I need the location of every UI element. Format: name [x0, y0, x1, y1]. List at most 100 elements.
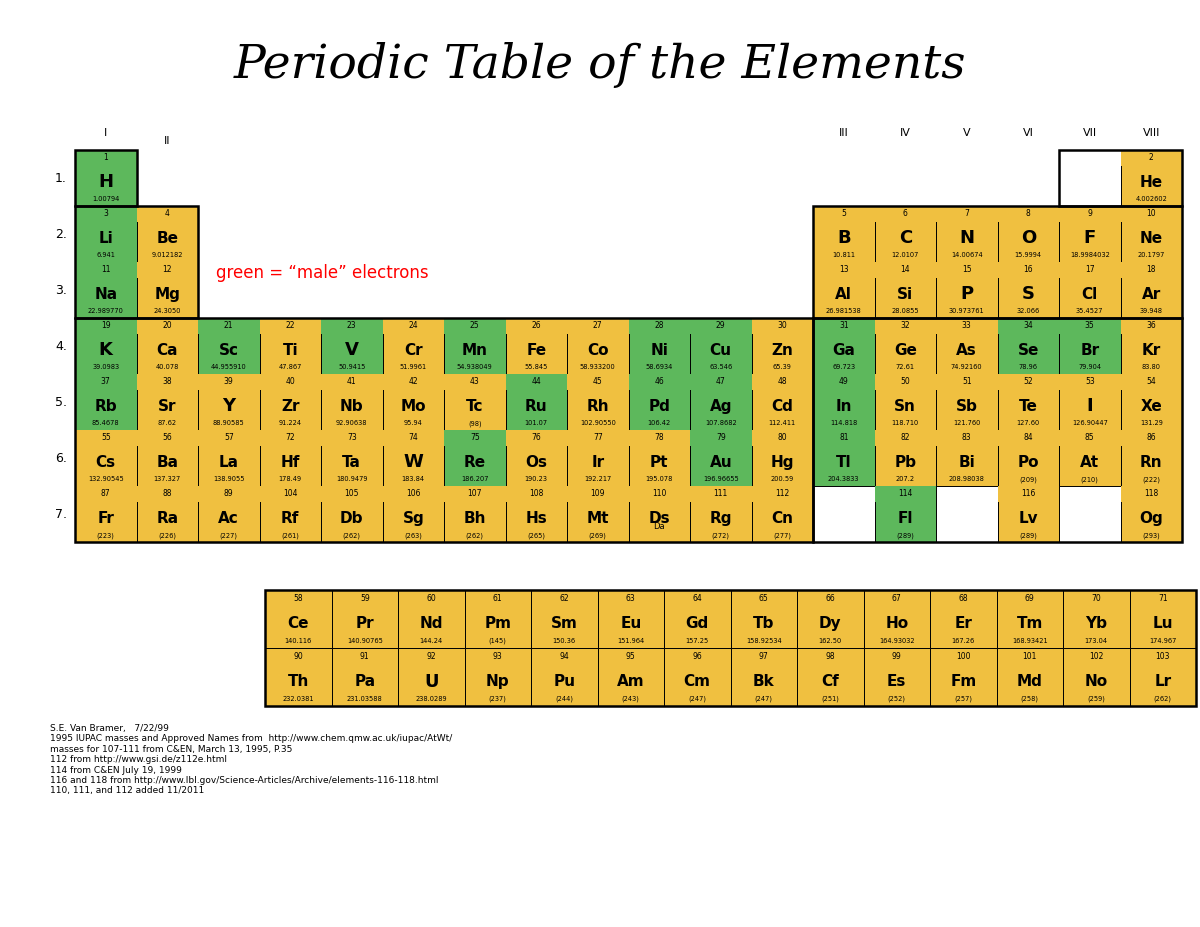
Text: 1: 1 [103, 153, 108, 162]
Text: 4: 4 [164, 210, 169, 219]
Text: 18.9984032: 18.9984032 [1070, 252, 1110, 259]
Text: Co: Co [587, 343, 608, 358]
Text: 25: 25 [470, 322, 480, 330]
Bar [731, 590, 797, 648]
Bar [74, 486, 137, 502]
Bar [996, 648, 1063, 706]
Text: Mg: Mg [155, 287, 180, 302]
Bar [505, 430, 568, 446]
Bar [74, 206, 137, 262]
Text: Y: Y [222, 398, 235, 415]
Text: P: P [960, 286, 973, 303]
Bar [936, 206, 997, 222]
Text: (261): (261) [281, 532, 299, 539]
Text: Hs: Hs [526, 511, 547, 526]
Text: 67: 67 [892, 593, 901, 603]
Text: 3: 3 [103, 210, 108, 219]
Text: Po: Po [1018, 455, 1039, 470]
Text: 50: 50 [900, 377, 910, 387]
Bar [74, 430, 137, 486]
Text: 92.90638: 92.90638 [336, 420, 367, 426]
Text: 157.25: 157.25 [685, 638, 709, 644]
Text: 5: 5 [841, 210, 846, 219]
Text: 96: 96 [692, 652, 702, 661]
Text: 6: 6 [902, 210, 907, 219]
Text: As: As [956, 343, 977, 358]
Text: 32.066: 32.066 [1016, 309, 1040, 314]
Text: 151.964: 151.964 [617, 638, 644, 644]
Text: 58.6934: 58.6934 [646, 364, 673, 370]
Bar [1121, 150, 1182, 166]
Bar [568, 374, 629, 430]
Text: 74.92160: 74.92160 [950, 364, 983, 370]
Bar [1060, 430, 1121, 486]
Bar [505, 430, 568, 486]
Text: Fr: Fr [97, 511, 114, 526]
Bar [259, 374, 322, 430]
Text: 16: 16 [1024, 265, 1033, 274]
Bar [1121, 430, 1182, 446]
Text: VIII: VIII [1142, 128, 1160, 138]
Text: No: No [1085, 674, 1108, 689]
Text: Yb: Yb [1085, 616, 1108, 631]
Text: 14.00674: 14.00674 [950, 252, 983, 259]
Text: 98: 98 [826, 652, 835, 661]
Bar [74, 318, 137, 374]
Bar [444, 430, 505, 446]
Bar [814, 206, 875, 262]
Text: 13: 13 [839, 265, 848, 274]
Text: 91.224: 91.224 [278, 420, 302, 426]
Bar [690, 374, 751, 389]
Text: 192.217: 192.217 [584, 476, 611, 482]
Bar [568, 430, 629, 446]
Bar [331, 590, 398, 648]
Text: 7.: 7. [55, 507, 67, 520]
Bar [444, 486, 505, 502]
Text: 39.948: 39.948 [1140, 309, 1163, 314]
Text: 112.411: 112.411 [769, 420, 796, 426]
Bar [936, 318, 997, 374]
Text: Sb: Sb [956, 399, 978, 414]
Bar [74, 374, 137, 389]
Bar [751, 318, 814, 334]
Text: Tm: Tm [1016, 616, 1043, 631]
Text: 59: 59 [360, 593, 370, 603]
Text: 51.9961: 51.9961 [400, 364, 427, 370]
Text: 109: 109 [590, 489, 605, 499]
Bar [629, 374, 690, 389]
Bar [464, 648, 530, 706]
Text: Fe: Fe [526, 343, 546, 358]
Text: 85: 85 [1085, 433, 1094, 442]
Text: 47.867: 47.867 [278, 364, 302, 370]
Bar [1121, 206, 1182, 222]
Text: 178.49: 178.49 [278, 476, 302, 482]
Text: (223): (223) [97, 532, 115, 539]
Text: 186.207: 186.207 [461, 476, 488, 482]
Bar [997, 486, 1060, 542]
Text: Sr: Sr [158, 399, 176, 414]
Bar [751, 486, 814, 542]
Bar [864, 590, 930, 648]
Bar [814, 318, 875, 374]
Bar [198, 486, 259, 502]
Text: 10.811: 10.811 [833, 252, 856, 259]
Bar [322, 486, 383, 502]
Text: Cs: Cs [96, 455, 116, 470]
Bar [1060, 430, 1121, 446]
Text: 144.24: 144.24 [420, 638, 443, 644]
Text: Lu: Lu [1152, 616, 1174, 631]
Text: Se: Se [1018, 343, 1039, 358]
Text: C: C [899, 230, 912, 248]
Bar [598, 590, 664, 648]
Bar [74, 486, 137, 542]
Text: Zn: Zn [772, 343, 793, 358]
Text: 39.0983: 39.0983 [92, 364, 119, 370]
Text: 79.904: 79.904 [1078, 364, 1102, 370]
Text: Te: Te [1019, 399, 1038, 414]
Text: 69: 69 [1025, 593, 1034, 603]
Bar [690, 318, 751, 374]
Bar [690, 486, 751, 502]
Text: 91: 91 [360, 652, 370, 661]
Bar [74, 150, 137, 206]
Bar [530, 648, 598, 706]
